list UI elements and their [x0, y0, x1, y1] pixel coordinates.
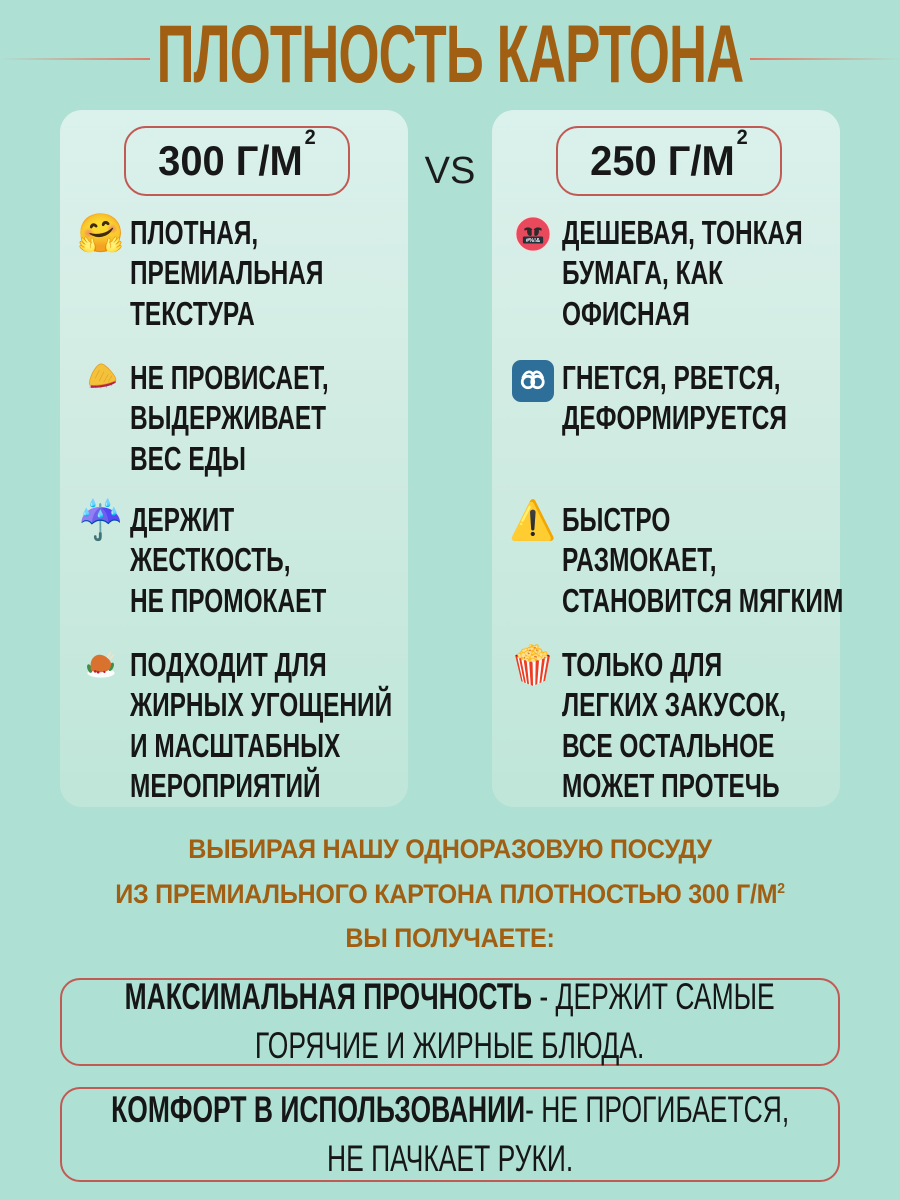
svg-text:#%!&: #%!&	[526, 238, 540, 244]
